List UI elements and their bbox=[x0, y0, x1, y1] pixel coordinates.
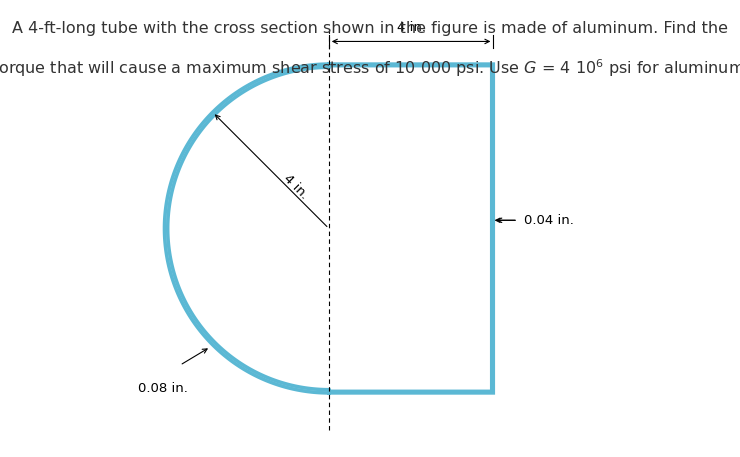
Text: 4 in.: 4 in. bbox=[397, 21, 426, 34]
Polygon shape bbox=[168, 66, 491, 391]
Text: torque that will cause a maximum shear stress of 10 000 psi. Use $G$ = 4 10$^6$ : torque that will cause a maximum shear s… bbox=[0, 57, 740, 79]
Text: A 4-ft-long tube with the cross section shown in the figure is made of aluminum.: A 4-ft-long tube with the cross section … bbox=[12, 21, 728, 36]
Text: 4 in.: 4 in. bbox=[281, 172, 311, 202]
Text: 0.08 in.: 0.08 in. bbox=[138, 382, 188, 395]
Polygon shape bbox=[164, 64, 494, 393]
Text: 0.04 in.: 0.04 in. bbox=[524, 214, 574, 227]
